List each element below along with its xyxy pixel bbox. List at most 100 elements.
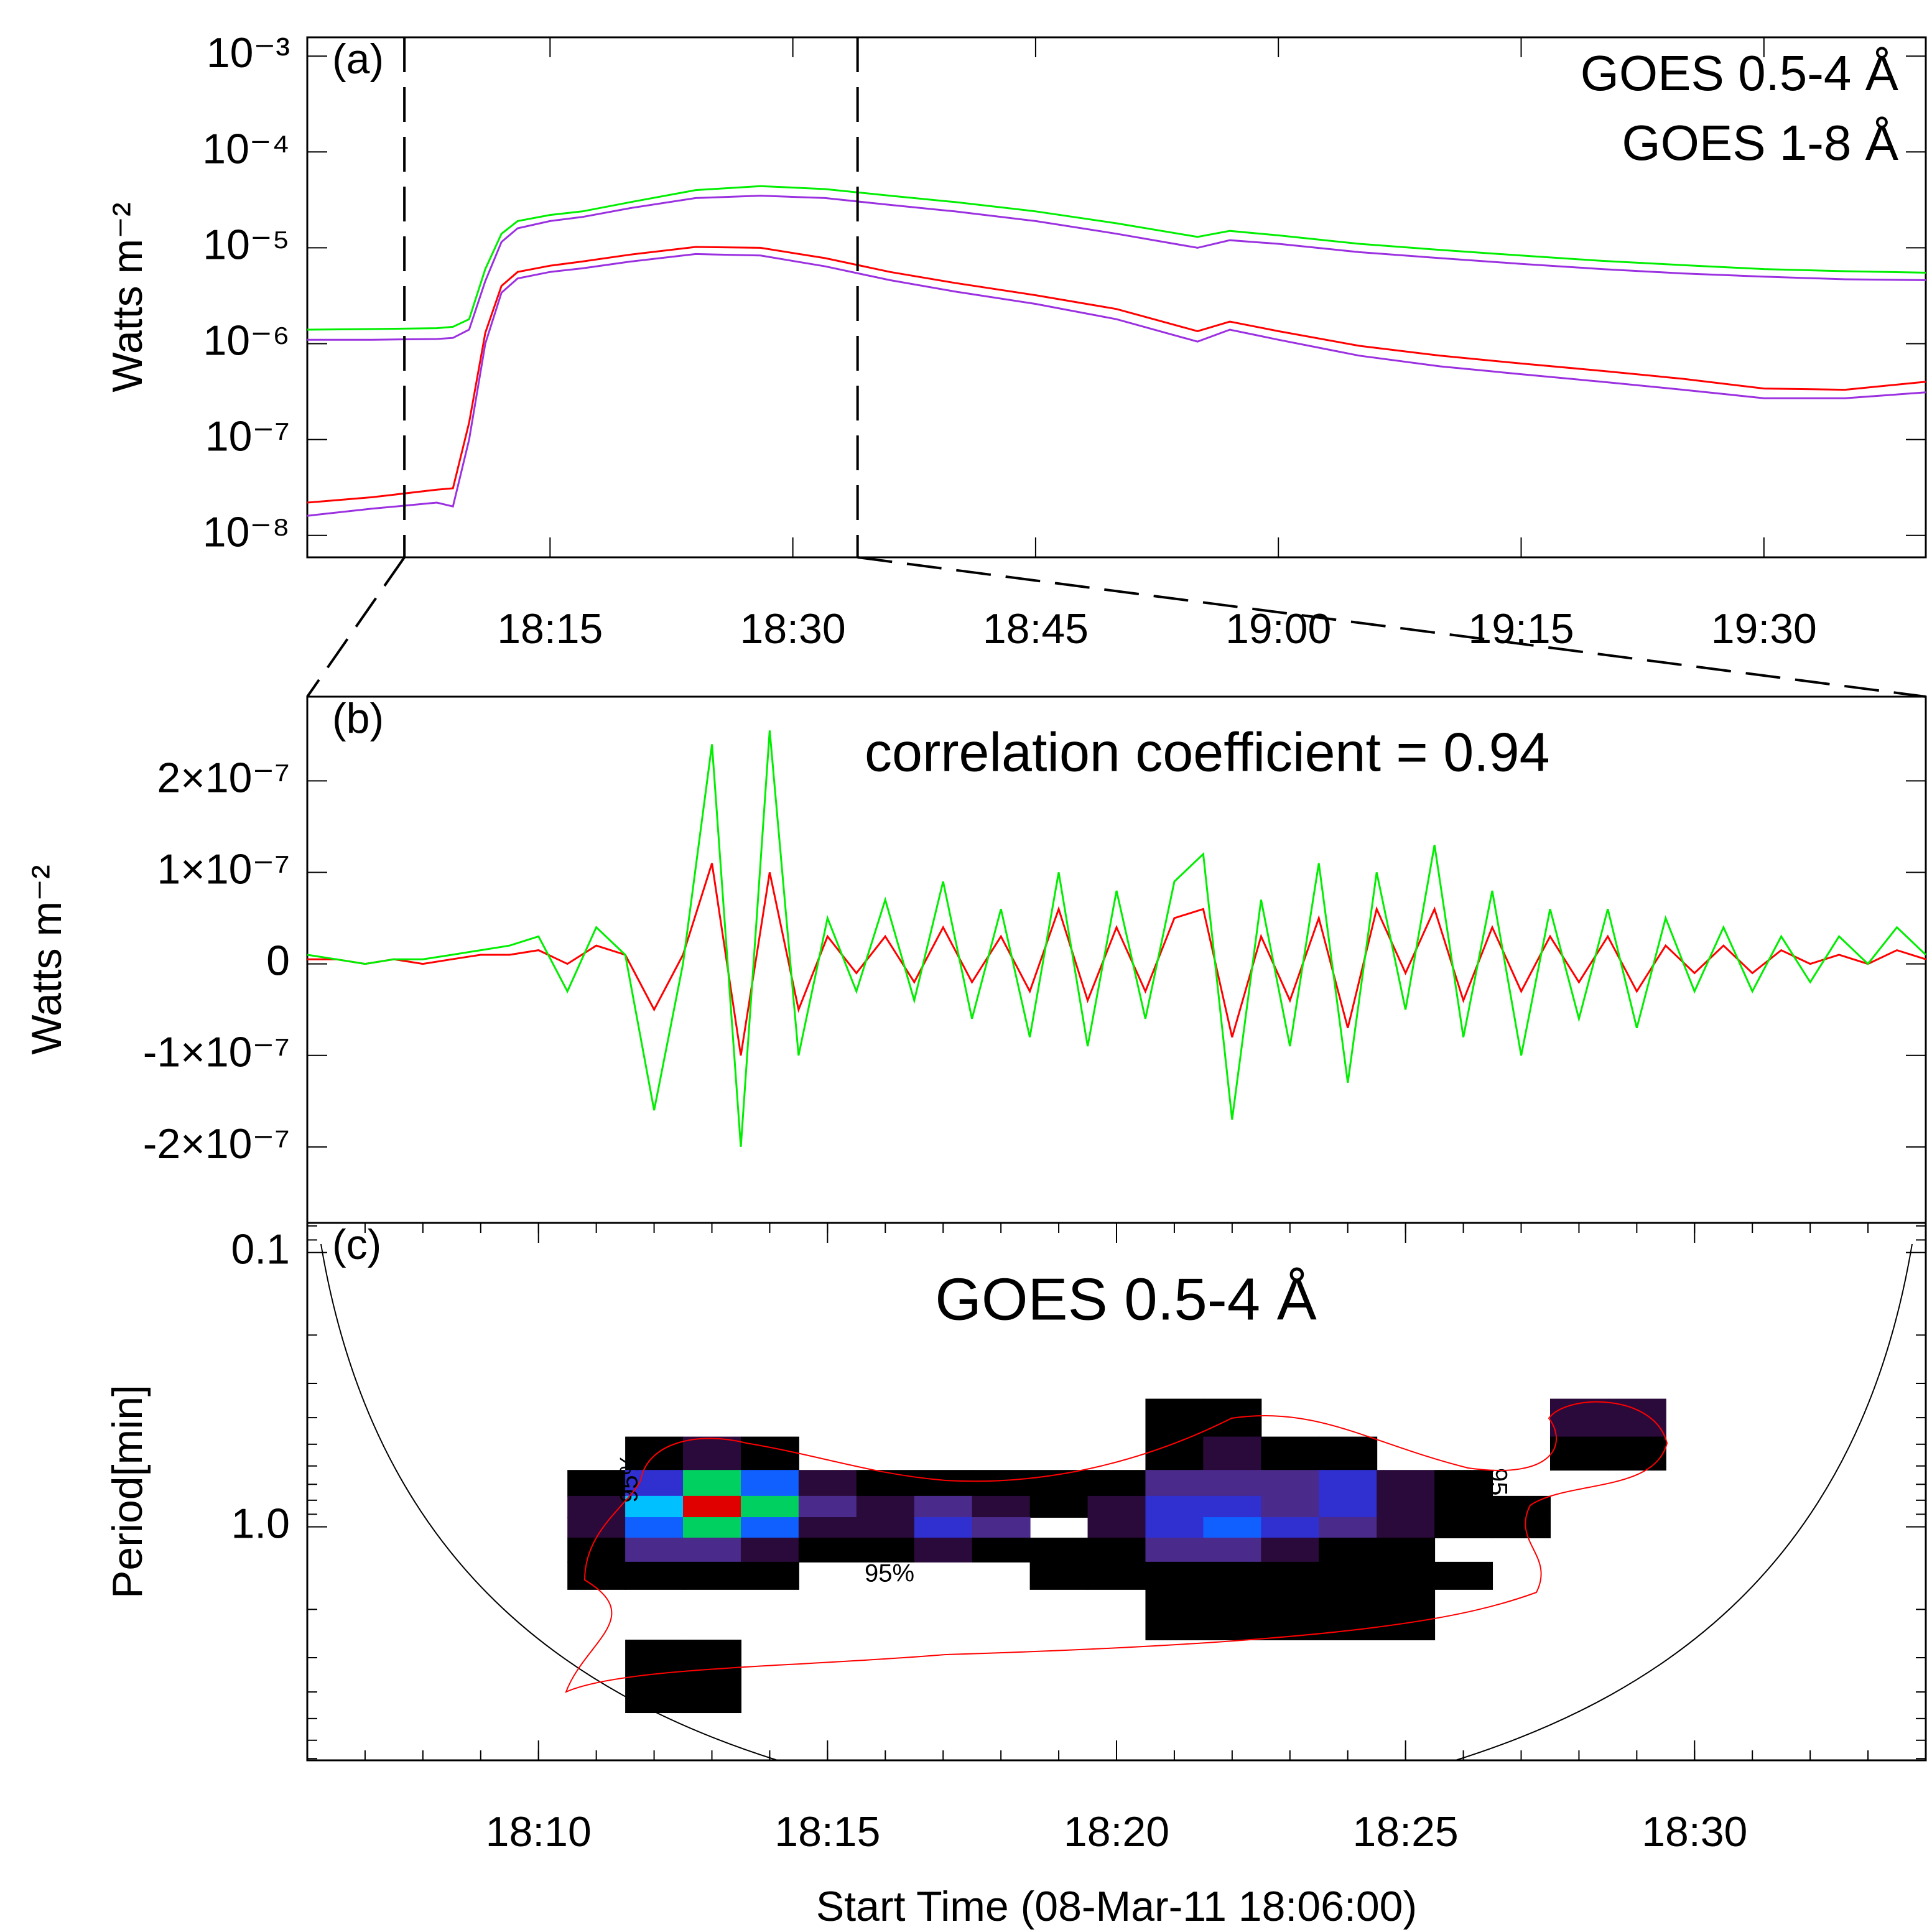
power-cell [798, 1495, 857, 1518]
power-cell [972, 1437, 1031, 1471]
power-cell [625, 1470, 684, 1497]
power-cell [914, 1495, 973, 1518]
y-tick-label: 10⁻⁴ [202, 125, 290, 172]
power-cell [914, 1399, 973, 1437]
y-tick-label: 10⁻⁶ [203, 317, 290, 364]
panel-label: (c) [332, 1221, 381, 1268]
power-cell [1088, 1640, 1146, 1713]
power-cell [1319, 1589, 1378, 1641]
power-cell [914, 1589, 973, 1640]
power-cell [1549, 1398, 1609, 1437]
power-cell [1319, 1517, 1378, 1539]
power-cell [972, 1640, 1031, 1713]
power-cell [1261, 1640, 1319, 1713]
y-tick-label: 1×10⁻⁷ [157, 845, 290, 893]
power-cell [1145, 1517, 1204, 1539]
power-cell [1087, 1517, 1146, 1539]
power-cell [1203, 1436, 1262, 1471]
panel-label: (b) [332, 695, 384, 742]
power-cell [740, 1561, 799, 1590]
power-cell [567, 1399, 626, 1437]
series-line [307, 195, 1926, 341]
x-tick-label: 18:45 [983, 605, 1089, 653]
plot-frame [306, 36, 1927, 559]
power-cell [1319, 1436, 1378, 1471]
power-cell [567, 1470, 626, 1497]
power-cell [1607, 1398, 1666, 1437]
zoom-line [857, 556, 1926, 698]
power-cell [1608, 1496, 1666, 1518]
power-cell [1145, 1561, 1204, 1590]
power-cell [1030, 1437, 1089, 1471]
power-cell [1492, 1399, 1551, 1437]
power-cell [1434, 1495, 1493, 1518]
power-cell [567, 1589, 626, 1640]
y-tick-label: 2×10⁻⁷ [157, 754, 290, 801]
power-cell [1492, 1640, 1551, 1713]
power-cell [799, 1437, 857, 1471]
x-tick-label: 18:10 [486, 1808, 592, 1855]
power-cell [1030, 1399, 1089, 1437]
power-cell [914, 1538, 973, 1563]
power-cell [1203, 1640, 1261, 1713]
y-tick-label: -2×10⁻⁷ [143, 1120, 290, 1168]
power-cell [1608, 1470, 1666, 1497]
panel-label: (a) [332, 35, 384, 83]
power-cell [740, 1470, 799, 1497]
power-cell [683, 1399, 741, 1437]
cone-of-influence [320, 1243, 1913, 1761]
y-tick-label: 10⁻⁵ [203, 221, 290, 268]
x-tick-label: 18:30 [1642, 1808, 1747, 1855]
power-cell [972, 1495, 1031, 1518]
power-cell [1145, 1538, 1204, 1563]
power-cell [1550, 1470, 1609, 1497]
power-cell [1377, 1399, 1435, 1437]
power-cell [1550, 1589, 1609, 1640]
power-cell [1145, 1640, 1204, 1713]
annotation: correlation coefficient = 0.94 [865, 721, 1550, 783]
power-cell [1261, 1436, 1320, 1471]
power-cell [625, 1561, 684, 1590]
power-cell [1145, 1470, 1204, 1497]
power-cell [1030, 1589, 1089, 1640]
power-cell [567, 1640, 626, 1713]
power-cell [1492, 1562, 1551, 1590]
power-cell [625, 1399, 684, 1437]
power-cell [1203, 1517, 1262, 1539]
power-cell [1030, 1517, 1089, 1538]
power-cell [798, 1470, 857, 1497]
power-cell [856, 1495, 915, 1518]
series-line [307, 185, 1926, 331]
power-cell [1492, 1589, 1551, 1640]
power-cell [856, 1517, 915, 1539]
x-tick-label: 18:25 [1353, 1808, 1459, 1855]
power-cell [1550, 1562, 1609, 1590]
contour-label: 95% [616, 1453, 643, 1503]
power-cell [799, 1399, 857, 1437]
power-cell [798, 1538, 857, 1563]
y-tick-label: 1.0 [231, 1500, 290, 1548]
series-line [307, 246, 1926, 504]
power-cell [914, 1470, 973, 1497]
power-cell [1261, 1470, 1320, 1497]
power-cell [625, 1589, 684, 1640]
power-cell [1550, 1496, 1609, 1518]
x-tick-label: 18:30 [740, 605, 846, 653]
power-cell [1145, 1436, 1204, 1471]
legend-entry: GOES 1-8 Å [1622, 115, 1898, 170]
power-cell [1550, 1640, 1609, 1713]
power-cell [1319, 1538, 1378, 1563]
power-cell [567, 1561, 626, 1590]
power-cell [1087, 1470, 1146, 1497]
power-cell [914, 1437, 973, 1471]
power-cell [1434, 1538, 1493, 1563]
power-cell [740, 1517, 799, 1539]
power-cell [1608, 1517, 1666, 1538]
power-cell [1434, 1589, 1493, 1640]
power-cell [683, 1495, 741, 1518]
contour-label: 95% [865, 1560, 914, 1587]
power-cell [1377, 1589, 1436, 1641]
power-cell [1145, 1495, 1204, 1518]
